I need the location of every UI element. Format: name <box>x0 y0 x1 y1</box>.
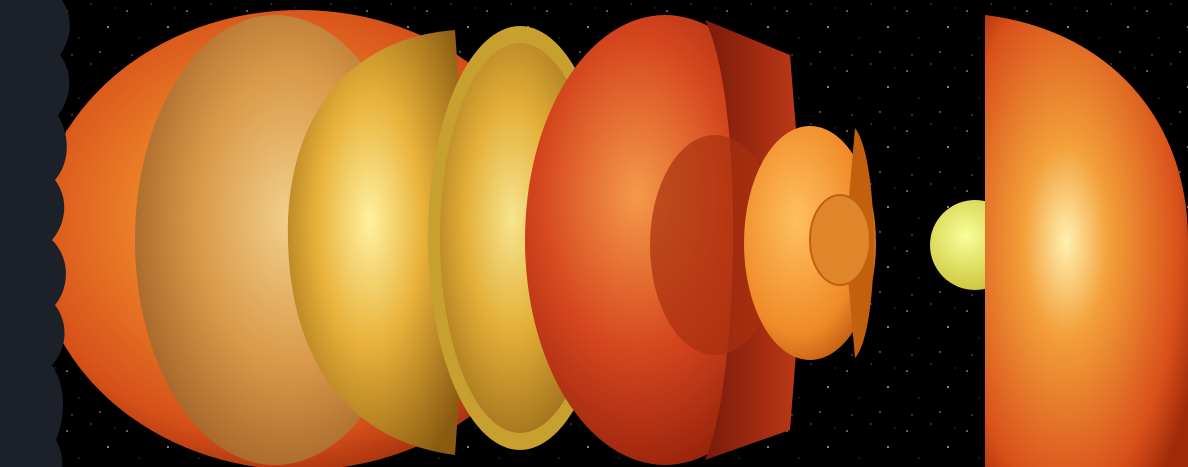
inner-cut <box>650 135 780 355</box>
side-panel <box>0 0 70 467</box>
radiative-shell <box>287 30 470 455</box>
inner-core <box>809 194 871 286</box>
right-hemisphere <box>985 15 1188 467</box>
